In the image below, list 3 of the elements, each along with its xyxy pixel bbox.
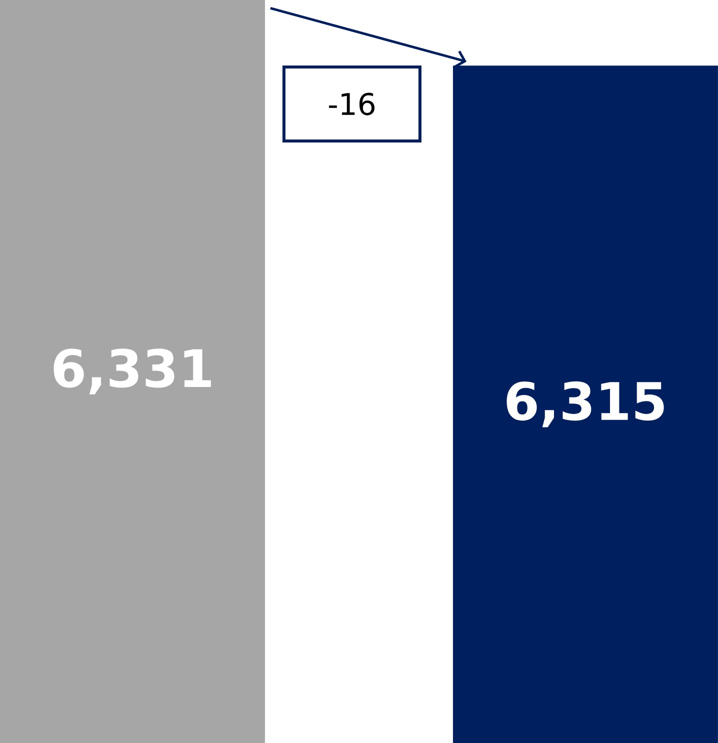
data-label: 6,315 (506, 381, 664, 428)
data-label: 6,331 (54, 348, 211, 394)
annotation: -16 (329, 92, 375, 116)
